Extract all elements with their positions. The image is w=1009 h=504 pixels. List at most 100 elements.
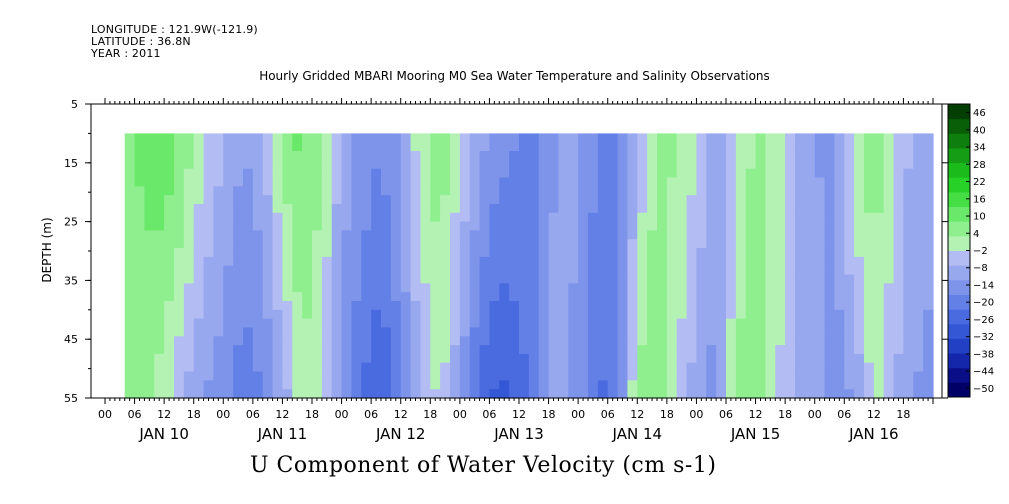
- heatmap-cell: [489, 203, 500, 214]
- heatmap-cell: [558, 283, 569, 293]
- heatmap-cell: [400, 133, 412, 143]
- heatmap-cell: [883, 256, 895, 267]
- heatmap-cell: [804, 389, 816, 399]
- heatmap-cell: [666, 221, 678, 232]
- heatmap-cell: [233, 230, 244, 240]
- heatmap-cell: [183, 371, 195, 381]
- heatmap-cell: [657, 389, 668, 399]
- heatmap-cell: [676, 345, 688, 355]
- heatmap-cell: [814, 389, 826, 399]
- heatmap-cell: [903, 380, 914, 390]
- heatmap-cell: [440, 195, 451, 205]
- heatmap-cell: [499, 371, 510, 381]
- heatmap-cell: [312, 212, 323, 223]
- colorbar-swatch: [948, 191, 970, 208]
- heatmap-cell: [430, 274, 441, 284]
- heatmap-cell: [499, 142, 510, 152]
- heatmap-cell: [834, 186, 845, 196]
- heatmap-cell: [164, 274, 175, 284]
- heatmap-cell: [193, 362, 205, 373]
- heatmap-cell: [341, 133, 353, 143]
- heatmap-cell: [903, 389, 914, 399]
- heatmap-cell: [459, 212, 471, 223]
- heatmap-cell: [272, 389, 284, 399]
- heatmap-cell: [144, 221, 155, 232]
- heatmap-cell: [469, 353, 481, 364]
- heatmap-cell: [824, 265, 836, 276]
- heatmap-cell: [548, 248, 560, 258]
- heatmap-cell: [795, 142, 806, 152]
- heatmap-cell: [844, 239, 855, 249]
- heatmap-cell: [627, 230, 638, 240]
- heatmap-cell: [203, 256, 215, 267]
- heatmap-cell: [400, 336, 412, 346]
- heatmap-cell: [814, 142, 826, 152]
- heatmap-cell: [617, 318, 629, 329]
- heatmap-cell: [243, 230, 254, 240]
- heatmap-cell: [321, 186, 333, 196]
- heatmap-cell: [213, 265, 224, 276]
- heatmap-cell: [381, 239, 392, 249]
- heatmap-cell: [213, 309, 224, 320]
- heatmap-cell: [390, 256, 402, 267]
- heatmap-cell: [479, 186, 491, 196]
- heatmap-cell: [735, 151, 747, 161]
- heatmap-cell: [144, 151, 155, 161]
- heatmap-cell: [873, 380, 885, 390]
- heatmap-cell: [686, 239, 698, 249]
- heatmap-cell: [164, 309, 175, 320]
- heatmap-cell: [686, 212, 698, 223]
- heatmap-cell: [834, 168, 845, 179]
- heatmap-cell: [588, 353, 599, 364]
- heatmap-cell: [223, 345, 234, 355]
- heatmap-cell: [666, 195, 678, 205]
- heatmap-cell: [243, 292, 254, 302]
- heatmap-cell: [292, 265, 303, 276]
- heatmap-cell: [252, 292, 264, 302]
- heatmap-cell: [252, 265, 264, 276]
- heatmap-cell: [489, 168, 500, 179]
- heatmap-cell: [174, 274, 185, 284]
- heatmap-cell: [124, 230, 136, 240]
- heatmap-cell: [706, 133, 717, 143]
- heatmap-cell: [134, 212, 146, 223]
- heatmap-cell: [183, 168, 195, 179]
- heatmap-cell: [390, 380, 402, 390]
- heatmap-cell: [726, 283, 737, 293]
- heatmap-cell: [854, 353, 865, 364]
- heatmap-cell: [558, 362, 569, 373]
- heatmap-cell: [213, 133, 224, 143]
- heatmap-cell: [588, 195, 599, 205]
- heatmap-cell: [252, 186, 264, 196]
- heatmap-cell: [785, 265, 796, 276]
- heatmap-cell: [903, 336, 914, 346]
- heatmap-cell: [509, 265, 520, 276]
- heatmap-cell: [282, 274, 293, 284]
- heatmap-cell: [923, 248, 934, 258]
- heatmap-cell: [351, 265, 362, 276]
- heatmap-cell: [903, 248, 914, 258]
- colorbar-label: 4: [973, 229, 979, 240]
- heatmap-cell: [617, 362, 629, 373]
- heatmap-cell: [528, 380, 540, 390]
- heatmap-cell: [854, 380, 865, 390]
- heatmap-cell: [312, 362, 323, 373]
- heatmap-cell: [716, 142, 727, 152]
- heatmap-cell: [893, 212, 905, 223]
- heatmap-cell: [193, 380, 205, 390]
- heatmap-cell: [735, 380, 747, 390]
- heatmap-cell: [183, 177, 195, 187]
- heatmap-cell: [213, 177, 224, 187]
- heatmap-cell: [795, 274, 806, 284]
- heatmap-cell: [597, 256, 609, 267]
- heatmap-cell: [410, 353, 422, 364]
- heatmap-cell: [578, 274, 589, 284]
- heatmap-cell: [568, 239, 579, 249]
- heatmap-cell: [282, 389, 293, 399]
- heatmap-cell: [390, 248, 402, 258]
- heatmap-cell: [795, 230, 806, 240]
- heatmap-cell: [834, 362, 845, 373]
- heatmap-cell: [548, 309, 560, 320]
- x-hour-label: 00: [808, 408, 822, 421]
- heatmap-cell: [923, 345, 934, 355]
